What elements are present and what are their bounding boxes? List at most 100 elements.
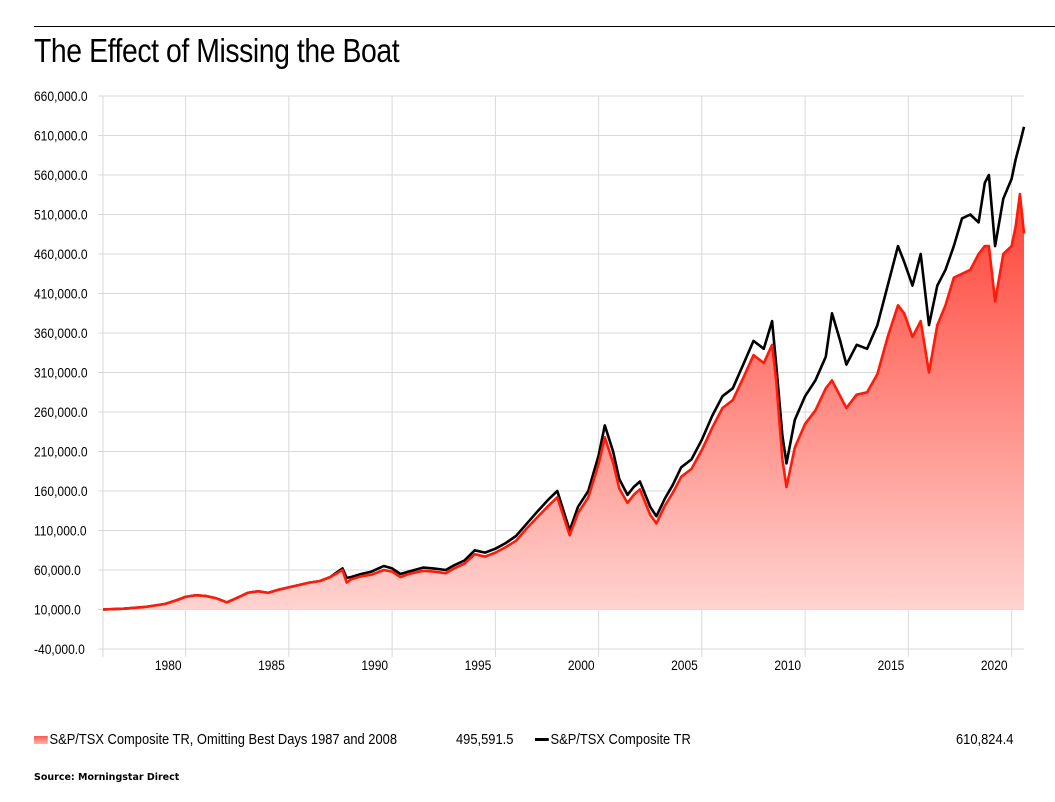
y-tick-label: 560,000.0 [34,167,88,183]
data-point [691,459,692,460]
data-point [920,253,921,254]
data-point [548,498,549,499]
x-tick-label: 1990 [361,657,388,673]
data-point [177,599,178,600]
data-point [484,552,485,553]
data-point [786,486,787,487]
data-point [904,261,905,262]
data-point [712,415,713,416]
x-tick-label: 1995 [465,657,492,673]
data-point [897,305,898,306]
data-point [453,565,454,566]
data-point [672,492,673,493]
x-tick-label: 2015 [878,657,905,673]
data-point [672,484,673,485]
data-point [536,517,537,518]
data-point [856,394,857,395]
top-rule [34,26,1055,27]
data-point [361,573,362,574]
legend-value-omitting-best-days: 495,591.5 [456,731,514,748]
data-point [815,380,816,381]
y-tick-label: -40,000.0 [34,641,85,657]
chart-title: The Effect of Missing the Boat [34,32,400,69]
data-point [288,587,289,588]
data-point [988,246,989,247]
legend-swatch-line [535,738,549,741]
series-layer [102,126,1026,611]
data-point [776,380,777,381]
data-point [350,579,351,580]
data-point [400,577,401,578]
data-point [1015,159,1016,160]
data-point [604,425,605,426]
data-point [474,550,475,551]
data-point [604,437,605,438]
data-point [548,505,549,506]
data-point [1011,178,1012,179]
source-note: Source: Morningstar Direct [34,772,180,783]
data-point [776,364,777,365]
data-point [856,344,857,345]
data-point [887,336,888,337]
y-tick-label: 410,000.0 [34,286,88,302]
data-point [712,427,713,428]
data-point [445,573,446,574]
data-point [805,396,806,397]
x-tick-label: 1985 [258,657,285,673]
data-point [185,596,186,597]
data-point [633,486,634,487]
data-point [782,435,783,436]
data-point [557,490,558,491]
data-point [1011,246,1012,247]
data-point [794,447,795,448]
data-point [912,336,913,337]
x-tick-label: 2000 [568,657,595,673]
data-point [350,577,351,578]
data-point [650,514,651,515]
data-point [722,407,723,408]
y-tick-label: 610,000.0 [34,128,88,144]
data-point [342,569,343,570]
x-tick-label: 1980 [155,657,182,673]
data-point [123,608,124,609]
data-point [627,494,628,495]
data-point [588,497,589,498]
y-tick-label: 660,000.0 [34,88,88,104]
data-point [1019,193,1020,194]
data-point [422,570,423,571]
y-tick-label: 160,000.0 [34,483,88,499]
data-point [945,305,946,306]
data-point [970,269,971,270]
data-point [495,548,496,549]
data-point [877,373,878,374]
data-point [961,273,962,274]
y-axis: -40,000.0 10,000.0 60,000.0 110,000.0 160,00… [34,88,88,657]
data-point [1023,126,1024,127]
data-point [831,380,832,381]
data-point [771,321,772,322]
data-point [619,488,620,489]
data-point [598,455,599,456]
data-point [970,214,971,215]
data-point [319,580,320,581]
data-point [422,567,423,568]
legend: S&P/TSX Composite TR, Omitting Best Days… [34,731,1024,751]
data-point [753,340,754,341]
data-point [840,396,841,397]
data-point [866,392,867,393]
data-point [786,463,787,464]
data-point [216,598,217,599]
legend-item-omitting-best-days: S&P/TSX Composite TR, Omitting Best Days… [34,731,397,748]
data-point [433,568,434,569]
data-point [268,592,269,593]
data-point [701,449,702,450]
data-point [474,554,475,555]
x-tick-label: 2005 [671,657,698,673]
data-point [763,348,764,349]
data-point [408,573,409,574]
data-point [361,576,362,577]
data-point [805,423,806,424]
y-tick-label: 260,000.0 [34,404,88,420]
data-point [825,388,826,389]
data-point [433,571,434,572]
